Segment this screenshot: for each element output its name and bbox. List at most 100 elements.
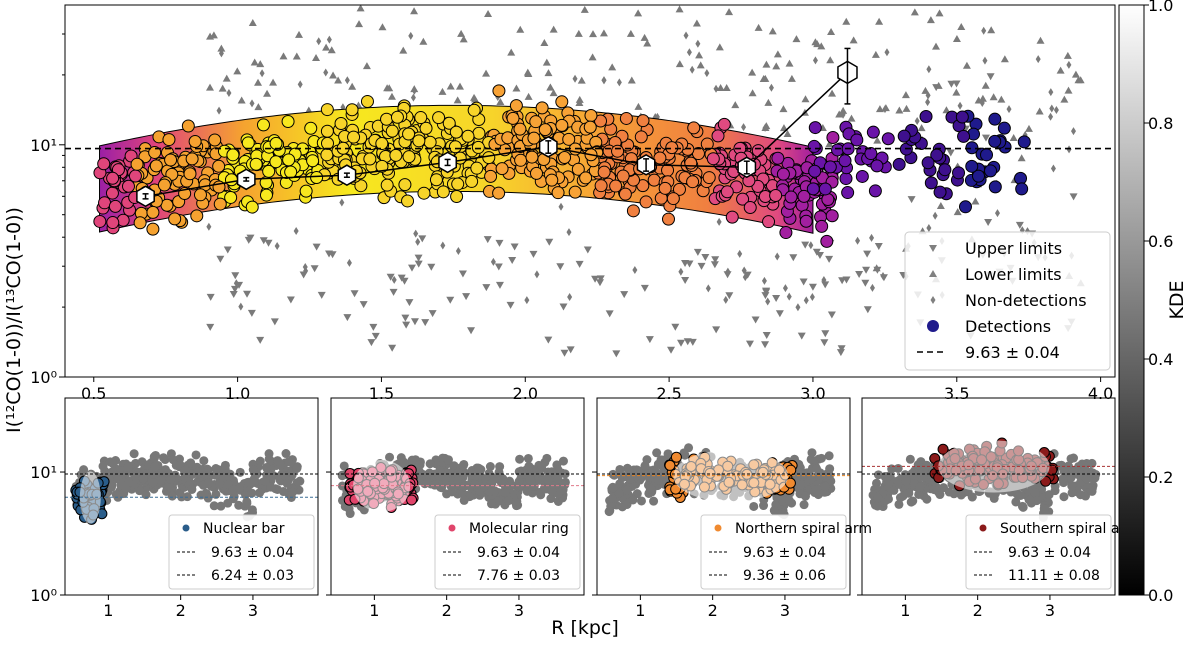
background-detection-point [479, 481, 489, 491]
non-detection-marker [413, 229, 419, 238]
detection-point [389, 148, 403, 162]
non-detection-marker [567, 293, 573, 302]
detection-point [128, 169, 142, 183]
detection-point [720, 185, 734, 199]
panel-legend-region-label: Molecular ring [469, 521, 569, 537]
detection-point [545, 173, 559, 187]
background-detection-point [653, 475, 663, 485]
upper-limit-marker [863, 250, 872, 258]
non-detection-marker [391, 275, 397, 284]
detection-point [98, 196, 112, 210]
upper-limit-marker [446, 296, 455, 304]
non-detection-marker [316, 37, 322, 46]
detection-point [594, 179, 608, 193]
lower-limit-marker [761, 74, 770, 82]
lower-limit-marker [921, 86, 930, 94]
upper-limit-marker [836, 349, 845, 357]
detection-point [661, 212, 675, 226]
panel-legend: Northern spiral arm 9.63 ± 0.04 9.36 ± 0.0… [700, 514, 872, 590]
upper-limit-marker [402, 321, 411, 329]
upper-limit-marker [317, 291, 326, 299]
background-detection-point [415, 460, 425, 470]
lower-limit-marker [634, 9, 643, 17]
background-detection-point [199, 456, 209, 466]
detection-point [213, 197, 227, 211]
lower-limit-marker [997, 95, 1006, 103]
background-detection-point [784, 495, 794, 505]
detection-point [451, 177, 465, 191]
lower-limit-marker [457, 29, 466, 37]
background-detection-point [211, 464, 221, 474]
detection-point [702, 171, 716, 185]
detection-point [320, 124, 334, 138]
upper-limit-marker [799, 278, 808, 286]
panel-x-tick-label: 3 [248, 601, 258, 620]
lower-limit-marker [981, 81, 990, 89]
legend-label: Non-detections [965, 291, 1087, 310]
background-detection-point [649, 496, 659, 506]
detection-point [375, 137, 389, 151]
background-detection-point [149, 453, 159, 463]
background-detection-point [498, 474, 508, 484]
background-detection-point [1087, 486, 1097, 496]
detection-point [988, 134, 1002, 148]
panel-x-tick-label: 2 [708, 601, 718, 620]
lower-limit-marker [542, 58, 551, 66]
background-detection-point [1050, 486, 1060, 496]
lower-limit-marker [237, 96, 246, 104]
upper-limit-marker [407, 264, 416, 272]
panel-frame [596, 397, 851, 596]
background-detection-point [111, 489, 121, 499]
detection-point [130, 157, 144, 171]
detection-point [826, 130, 840, 144]
lower-limit-marker [895, 106, 904, 114]
non-detection-marker [994, 209, 1000, 218]
background-detection-point [939, 483, 949, 493]
lower-limit-marker [295, 30, 304, 38]
non-detection-marker [249, 99, 255, 108]
upper-limit-marker [545, 238, 554, 246]
background-detection-point [255, 456, 265, 466]
upper-limit-marker [359, 301, 368, 309]
detections [93, 84, 1031, 248]
detection-point [687, 121, 701, 135]
upper-limit-marker [827, 311, 836, 319]
lower-limit-marker [754, 23, 763, 31]
upper-limit-marker [821, 330, 830, 338]
upper-limit-marker [640, 284, 649, 292]
lower-limit-marker [206, 32, 215, 40]
detection-point [269, 155, 283, 169]
background-detection-point [1075, 468, 1085, 478]
lower-limit-marker [962, 61, 971, 69]
detection-point [808, 121, 822, 135]
detection-point [821, 193, 835, 207]
detection-point [436, 185, 450, 199]
non-detection-marker [914, 116, 920, 125]
detection-point [320, 103, 334, 117]
background-detection-point [228, 485, 238, 495]
panel-legend-region-icon [182, 524, 190, 532]
upper-limit-marker [206, 323, 215, 331]
lower-limit-marker [254, 103, 263, 111]
upper-limit-marker [801, 241, 810, 249]
panel-x-tick-label: 1 [103, 601, 113, 620]
background-detection-point [525, 475, 535, 485]
lower-limit-marker [378, 23, 387, 31]
lower-limit-marker [847, 114, 856, 122]
detection-point [866, 125, 880, 139]
lower-limit-marker [952, 88, 961, 96]
background-detection-point [235, 483, 245, 493]
lower-limit-marker [254, 78, 263, 86]
background-detection-point [503, 496, 513, 506]
detection-point [412, 134, 426, 148]
detection-point [855, 169, 869, 183]
background-detection-point [158, 453, 168, 463]
upper-limit-marker [820, 339, 829, 347]
background-detection-point [459, 459, 469, 469]
panel-legend-region-label: Nuclear bar [203, 521, 285, 537]
upper-limit-marker [367, 339, 376, 347]
x-tick-label: 4.0 [1088, 384, 1113, 403]
upper-limit-marker [235, 281, 244, 289]
non-detection-marker [705, 284, 711, 293]
non-detection-marker [803, 296, 809, 305]
